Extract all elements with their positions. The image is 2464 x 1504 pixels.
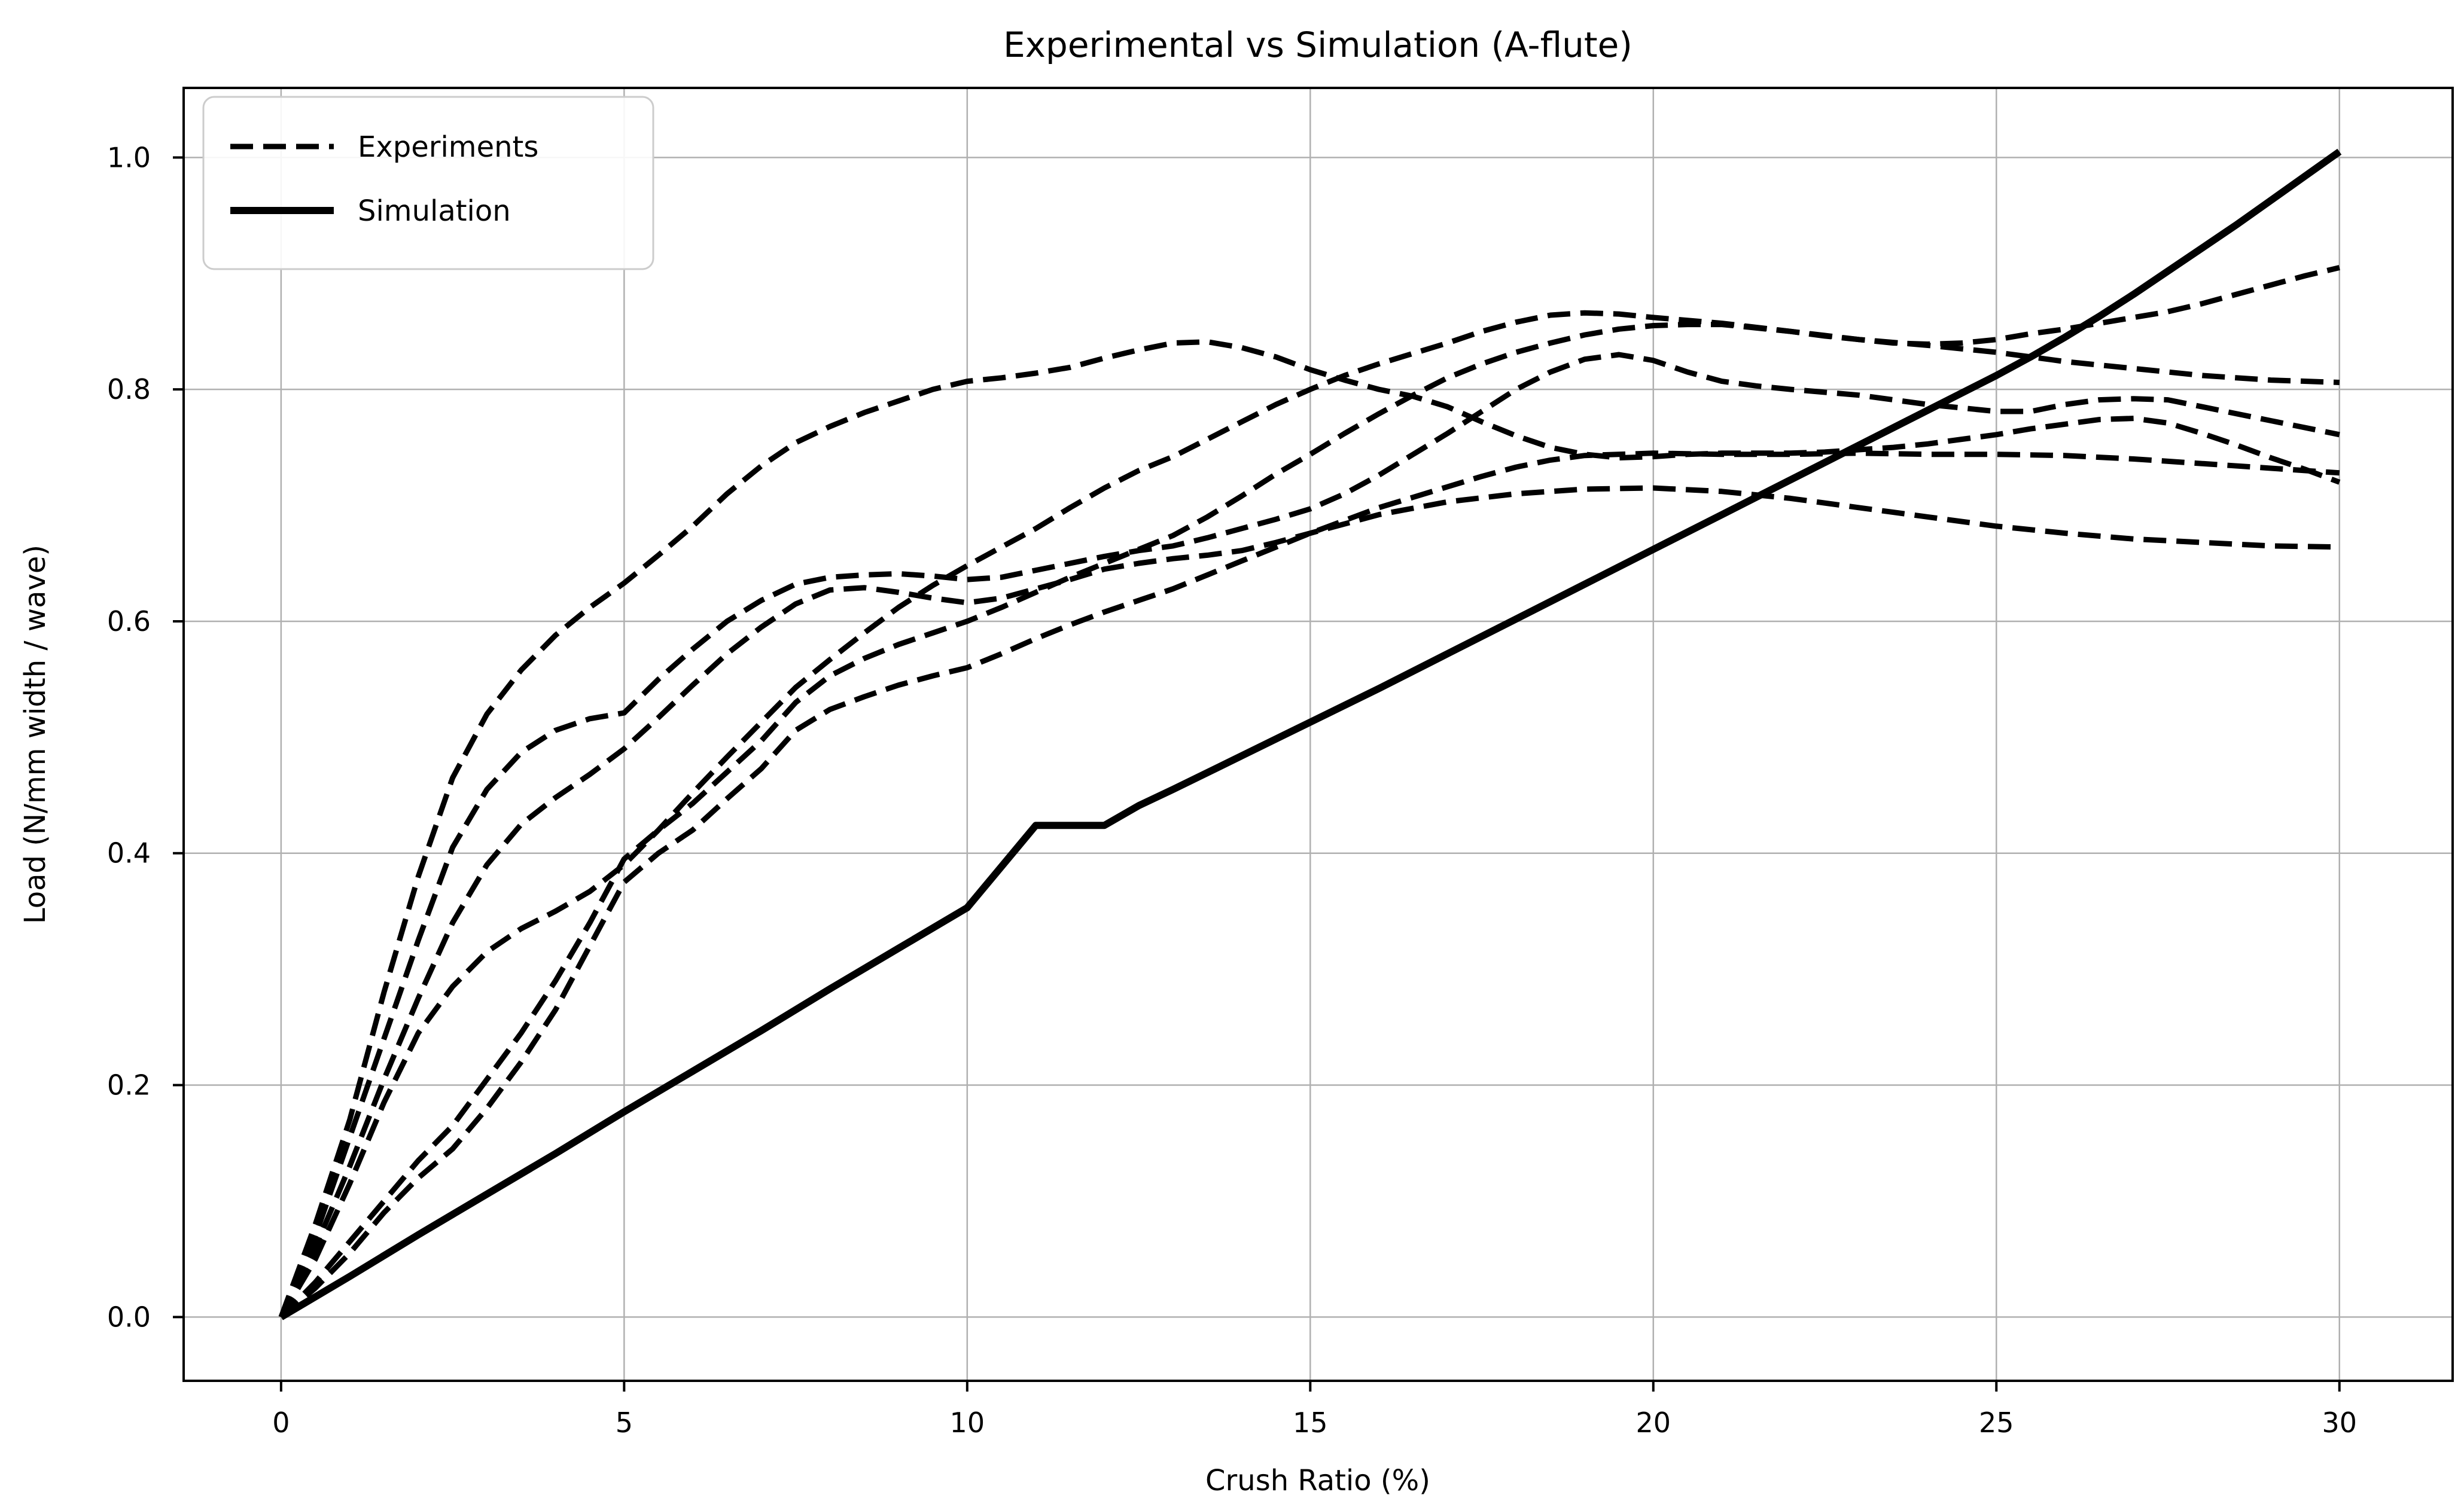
y-tick-label: 0.8 [107,373,151,405]
plot-border [182,87,2454,1382]
y-tick-label: 0.2 [107,1069,151,1102]
legend-box [202,96,654,270]
experiment-2-curve [279,310,2340,1319]
x-axis-label: Crush Ratio (%) [1205,1464,1430,1497]
x-tick-label: 25 [1979,1407,2014,1439]
y-tick-label: 0.0 [107,1301,151,1333]
experiment-3-curve [278,352,2340,1319]
gridlines [184,88,2453,1381]
legend: Experiments Simulation [202,96,654,270]
x-tick-labels: 0 5 10 15 20 25 30 [272,1407,2357,1439]
chart-title: Experimental vs Simulation (A-flute) [1003,25,1632,65]
experiment-5-curve [279,265,2340,1319]
x-tick-label: 15 [1293,1407,1328,1439]
plot-background [184,88,2453,1381]
x-tick-label: 20 [1636,1407,1671,1439]
experiment-6-curve [279,450,2340,1319]
x-tick-label: 0 [272,1407,290,1439]
data-series [278,148,2342,1320]
x-tick-label: 30 [2322,1407,2357,1439]
experiment-1-curve [278,339,2341,1318]
tick-marks [173,156,2341,1392]
simulation-curve [279,148,2342,1320]
x-tick-label: 5 [616,1407,633,1439]
legend-label-experiments: Experiments [358,130,538,164]
y-axis-label: Load (N/mm width / wave) [19,545,52,924]
y-tick-label: 1.0 [107,141,151,173]
x-tick-label: 10 [950,1407,985,1439]
y-tick-label: 0.4 [107,837,151,870]
y-tick-labels: 0.0 0.2 0.4 0.6 0.8 1.0 [107,141,151,1333]
y-tick-label: 0.6 [107,605,151,637]
legend-label-simulation: Simulation [358,194,511,228]
